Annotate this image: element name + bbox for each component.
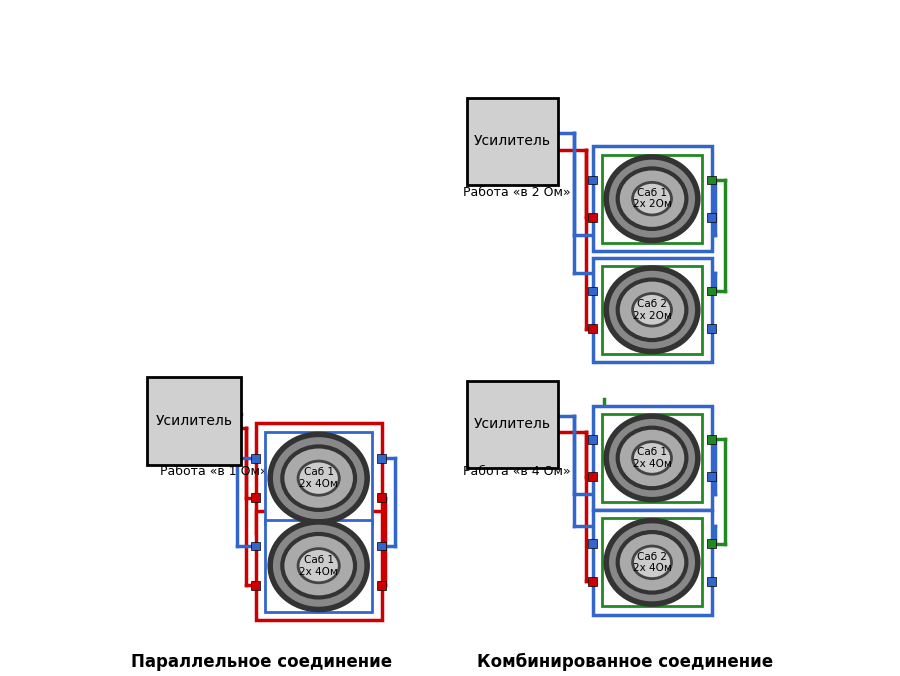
- Bar: [707, 287, 716, 295]
- Text: Работа «в 4 Ом»: Работа «в 4 Ом»: [464, 465, 572, 478]
- Bar: [251, 493, 260, 502]
- Bar: [377, 581, 386, 589]
- Text: Саб 2
2х 4Ом: Саб 2 2х 4Ом: [633, 552, 671, 573]
- Ellipse shape: [298, 549, 339, 583]
- Text: Саб 1
2х 4Ом: Саб 1 2х 4Ом: [300, 467, 338, 489]
- Bar: [588, 539, 597, 548]
- Ellipse shape: [270, 522, 367, 610]
- Text: Саб 1
2х 4Ом: Саб 1 2х 4Ом: [633, 447, 671, 468]
- Ellipse shape: [617, 428, 687, 488]
- Text: Работа «в 1 Ом»: Работа «в 1 Ом»: [160, 465, 268, 478]
- Ellipse shape: [283, 534, 355, 598]
- Bar: [592, 510, 712, 614]
- Ellipse shape: [633, 546, 671, 579]
- Bar: [251, 541, 260, 550]
- Ellipse shape: [270, 435, 367, 522]
- Bar: [266, 520, 372, 612]
- Bar: [251, 454, 260, 463]
- Bar: [707, 324, 716, 333]
- Bar: [588, 213, 597, 222]
- Bar: [377, 493, 386, 502]
- Bar: [377, 454, 386, 463]
- Ellipse shape: [607, 416, 698, 500]
- Bar: [588, 176, 597, 185]
- Text: Комбинированное соединение: Комбинированное соединение: [477, 653, 773, 671]
- Ellipse shape: [633, 183, 671, 215]
- Text: Саб 1
2х 2Ом: Саб 1 2х 2Ом: [633, 188, 671, 210]
- Bar: [588, 577, 597, 585]
- Ellipse shape: [617, 279, 687, 340]
- Bar: [377, 541, 386, 550]
- Bar: [602, 266, 702, 354]
- Bar: [467, 381, 558, 468]
- Bar: [588, 287, 597, 295]
- Ellipse shape: [298, 461, 339, 496]
- Text: Саб 1
2х 4Ом: Саб 1 2х 4Ом: [300, 555, 338, 577]
- Ellipse shape: [283, 446, 355, 510]
- Bar: [707, 577, 716, 585]
- Bar: [592, 406, 712, 510]
- Bar: [707, 435, 716, 443]
- Bar: [602, 414, 702, 502]
- Ellipse shape: [617, 532, 687, 593]
- Bar: [707, 473, 716, 481]
- Bar: [256, 423, 382, 533]
- Text: Параллельное соединение: Параллельное соединение: [130, 653, 392, 671]
- Ellipse shape: [633, 293, 671, 326]
- Bar: [588, 473, 597, 481]
- Bar: [707, 213, 716, 222]
- Ellipse shape: [607, 157, 698, 241]
- Bar: [467, 97, 558, 185]
- Bar: [592, 258, 712, 362]
- Text: Усилитель: Усилитель: [473, 417, 551, 431]
- Ellipse shape: [607, 521, 698, 604]
- Bar: [707, 176, 716, 185]
- Bar: [592, 147, 712, 251]
- Text: Усилитель: Усилитель: [156, 414, 232, 428]
- Ellipse shape: [607, 268, 698, 352]
- Ellipse shape: [633, 441, 671, 475]
- Bar: [256, 511, 382, 621]
- Bar: [588, 435, 597, 443]
- Bar: [602, 518, 702, 606]
- Bar: [588, 324, 597, 333]
- Bar: [251, 581, 260, 589]
- Text: Усилитель: Усилитель: [473, 135, 551, 149]
- Bar: [602, 155, 702, 243]
- Bar: [147, 377, 241, 464]
- Ellipse shape: [617, 168, 687, 229]
- Text: Саб 2
2х 2Ом: Саб 2 2х 2Ом: [633, 299, 671, 320]
- Bar: [707, 539, 716, 548]
- Text: Работа «в 2 Ом»: Работа «в 2 Ом»: [464, 186, 572, 199]
- Bar: [266, 432, 372, 524]
